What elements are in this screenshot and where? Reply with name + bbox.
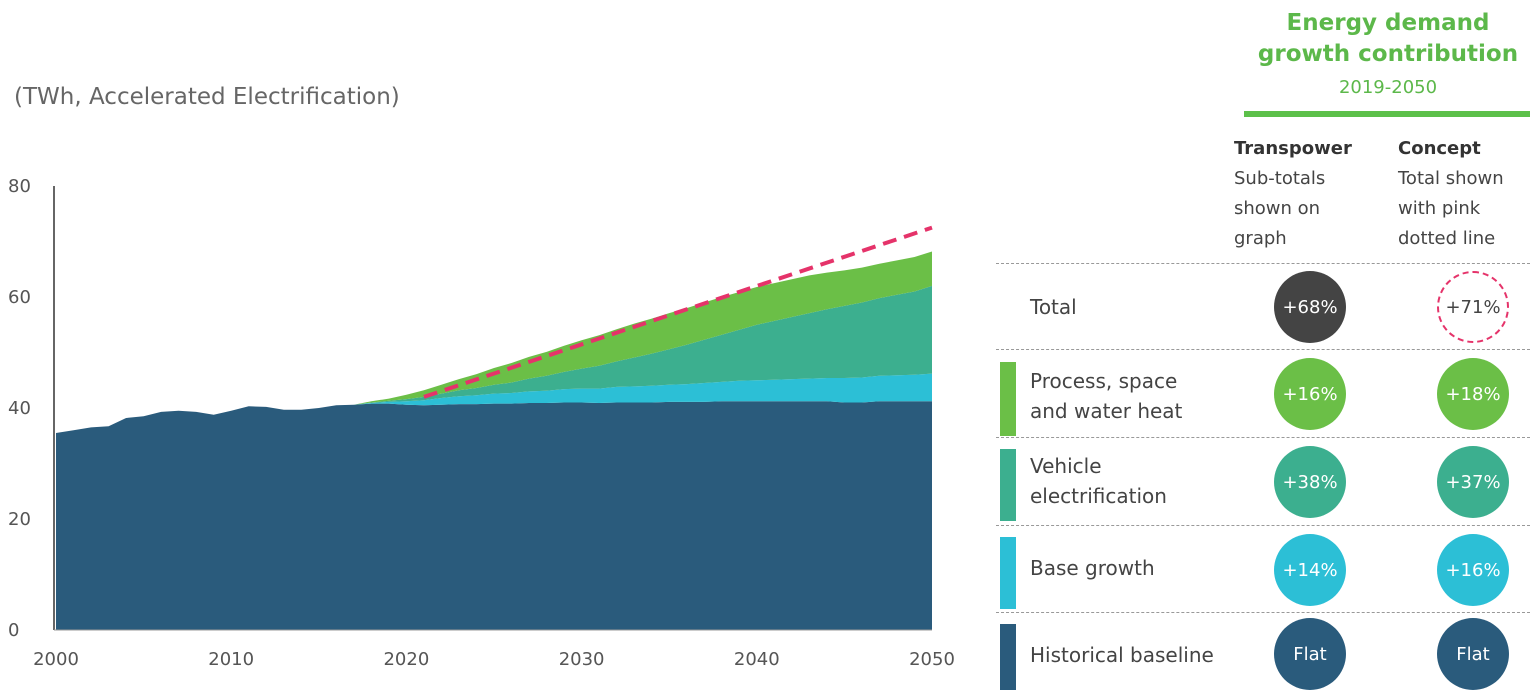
area-series-vehicle [56,285,932,433]
column-sub-transpower-3: graph [1234,228,1287,249]
x-tick-label: 2000 [33,649,79,670]
transpower-value-badge: +14% [1274,534,1346,606]
column-heading-transpower: Transpower [1234,138,1352,159]
row-historical-baseline: Historical baseline Flat Flat [1000,618,1530,690]
panel-period: 2019-2050 [1338,77,1438,98]
x-tick-label: 2050 [909,649,955,670]
row-label-line: Process, space [1030,369,1178,393]
column-heading-concept: Concept [1398,138,1481,159]
panel-title-rule [1244,111,1530,117]
y-tick-label: 80 [8,176,31,197]
row-label: Base growth [1030,553,1155,583]
column-sub-concept-2: with pink [1398,198,1481,219]
y-tick-label: 20 [8,509,31,530]
concept-value-badge: +16% [1437,534,1509,606]
area-series-base [56,373,932,433]
row-label: Vehicle electrification [1030,451,1167,511]
panel-title-line1: Energy demand [1286,10,1490,36]
y-tick-label: 60 [8,287,31,308]
x-tick-label: 2040 [734,649,780,670]
transpower-value-badge: +16% [1274,358,1346,430]
row-divider [996,437,1530,438]
row-label-line: electrification [1030,484,1167,508]
transpower-value-badge: +38% [1274,446,1346,518]
row-label: Process, space and water heat [1030,366,1182,426]
legend-swatch-base-growth [1000,537,1016,609]
row-label: Historical baseline [1030,640,1214,670]
row-divider [996,349,1530,350]
row-label-line: Vehicle [1030,454,1102,478]
x-tick-label: 2020 [383,649,429,670]
row-label-line: Total [1030,295,1077,319]
row-label-line: Historical baseline [1030,643,1214,667]
legend-swatch-historical [1000,624,1016,690]
legend-swatch-vehicle [1000,449,1016,521]
row-label-line: Base growth [1030,556,1155,580]
y-tick-label: 0 [8,620,19,641]
column-sub-concept-3: dotted line [1398,228,1496,249]
x-tick-label: 2030 [559,649,605,670]
area-series-historical [56,401,932,630]
row-divider [996,263,1530,264]
row-label-line: and water heat [1030,399,1183,423]
concept-total-dashed-line [423,225,933,399]
concept-value-badge: Flat [1437,618,1509,690]
row-base-growth: Base growth +14% +16% [1000,531,1530,609]
column-sub-transpower-1: Sub-totals [1234,168,1326,189]
column-sub-concept-1: Total shown [1398,168,1504,189]
column-header-concept: Concept Total shown with pink dotted lin… [1398,134,1530,254]
concept-value-badge: +71% [1437,271,1509,343]
row-process-heat: Process, space and water heat +16% +18% [1000,356,1530,436]
transpower-value-badge: +68% [1274,271,1346,343]
concept-value-badge: +37% [1437,446,1509,518]
legend-swatch-process-heat [1000,362,1016,436]
y-tick-label: 40 [8,398,31,419]
chart-unit-label: (TWh, Accelerated Electrification) [14,84,400,110]
panel-title: Energy demand growth contribution [1250,8,1526,70]
row-total: Total +68% +71% [1000,270,1530,344]
transpower-value-badge: Flat [1274,618,1346,690]
concept-value-badge: +18% [1437,358,1509,430]
row-vehicle-electrification: Vehicle electrification +38% +37% [1000,443,1530,521]
row-label: Total [1030,292,1077,322]
column-header-transpower: Transpower Sub-totals shown on graph [1234,134,1384,254]
panel-title-line2: growth contribution [1257,41,1519,67]
row-divider [996,612,1530,613]
column-sub-transpower-2: shown on [1234,198,1321,219]
row-divider [996,525,1530,526]
x-tick-label: 2010 [208,649,254,670]
